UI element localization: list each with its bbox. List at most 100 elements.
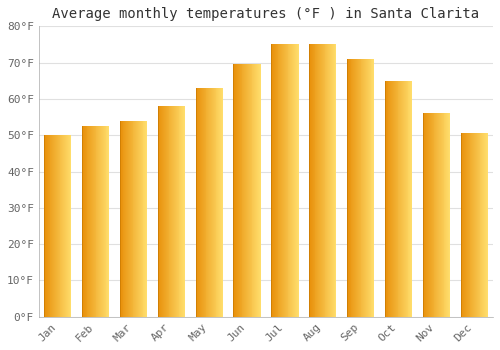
Bar bbox=[403, 81, 404, 317]
Bar bbox=[101, 126, 102, 317]
Bar bbox=[427, 113, 428, 317]
Bar bbox=[275, 44, 276, 317]
Bar bbox=[476, 133, 477, 317]
Bar bbox=[136, 121, 137, 317]
Bar bbox=[282, 44, 283, 317]
Bar bbox=[295, 44, 296, 317]
Bar bbox=[324, 44, 326, 317]
Bar bbox=[475, 133, 476, 317]
Bar bbox=[134, 121, 136, 317]
Bar bbox=[396, 81, 398, 317]
Bar bbox=[319, 44, 320, 317]
Bar bbox=[391, 81, 392, 317]
Bar bbox=[362, 59, 364, 317]
Bar bbox=[436, 113, 437, 317]
Bar bbox=[249, 64, 250, 317]
Bar bbox=[55, 135, 56, 317]
Bar bbox=[366, 59, 367, 317]
Bar bbox=[160, 106, 162, 317]
Bar bbox=[408, 81, 410, 317]
Bar bbox=[66, 135, 67, 317]
Bar bbox=[247, 64, 248, 317]
Bar bbox=[283, 44, 284, 317]
Bar bbox=[120, 121, 122, 317]
Bar bbox=[120, 121, 121, 317]
Bar bbox=[140, 121, 141, 317]
Bar bbox=[393, 81, 394, 317]
Bar bbox=[158, 106, 160, 317]
Bar bbox=[44, 135, 45, 317]
Bar bbox=[100, 126, 101, 317]
Bar bbox=[293, 44, 294, 317]
Bar bbox=[355, 59, 356, 317]
Bar bbox=[358, 59, 360, 317]
Bar bbox=[395, 81, 396, 317]
Bar bbox=[221, 88, 222, 317]
Bar bbox=[178, 106, 180, 317]
Bar bbox=[473, 133, 474, 317]
Bar bbox=[286, 44, 288, 317]
Bar bbox=[175, 106, 176, 317]
Bar bbox=[50, 135, 51, 317]
Bar bbox=[89, 126, 90, 317]
Bar bbox=[446, 113, 447, 317]
Bar bbox=[102, 126, 103, 317]
Bar bbox=[281, 44, 282, 317]
Bar bbox=[124, 121, 126, 317]
Bar bbox=[94, 126, 96, 317]
Bar bbox=[199, 88, 200, 317]
Bar bbox=[168, 106, 170, 317]
Bar bbox=[370, 59, 372, 317]
Bar bbox=[428, 113, 429, 317]
Bar bbox=[173, 106, 174, 317]
Bar bbox=[165, 106, 166, 317]
Bar bbox=[364, 59, 365, 317]
Bar bbox=[402, 81, 403, 317]
Bar bbox=[58, 135, 59, 317]
Bar bbox=[126, 121, 127, 317]
Bar bbox=[242, 64, 244, 317]
Bar bbox=[314, 44, 316, 317]
Bar bbox=[167, 106, 168, 317]
Bar bbox=[236, 64, 237, 317]
Bar bbox=[442, 113, 444, 317]
Bar bbox=[60, 135, 62, 317]
Bar bbox=[429, 113, 430, 317]
Bar bbox=[288, 44, 290, 317]
Bar bbox=[334, 44, 336, 317]
Bar bbox=[237, 64, 238, 317]
Bar bbox=[256, 64, 257, 317]
Bar bbox=[285, 44, 286, 317]
Bar bbox=[103, 126, 104, 317]
Bar bbox=[394, 81, 395, 317]
Bar bbox=[108, 126, 110, 317]
Bar bbox=[464, 133, 465, 317]
Bar bbox=[368, 59, 369, 317]
Bar bbox=[48, 135, 50, 317]
Bar bbox=[280, 44, 281, 317]
Bar bbox=[104, 126, 106, 317]
Bar bbox=[357, 59, 358, 317]
Bar bbox=[208, 88, 209, 317]
Bar bbox=[219, 88, 220, 317]
Title: Average monthly temperatures (°F ) in Santa Clarita: Average monthly temperatures (°F ) in Sa… bbox=[52, 7, 480, 21]
Bar bbox=[410, 81, 411, 317]
Bar bbox=[460, 133, 462, 317]
Bar bbox=[240, 64, 242, 317]
Bar bbox=[67, 135, 68, 317]
Bar bbox=[257, 64, 258, 317]
Bar bbox=[322, 44, 324, 317]
Bar bbox=[183, 106, 184, 317]
Bar bbox=[213, 88, 214, 317]
Bar bbox=[63, 135, 64, 317]
Bar bbox=[392, 81, 393, 317]
Bar bbox=[254, 64, 255, 317]
Bar bbox=[163, 106, 164, 317]
Bar bbox=[54, 135, 55, 317]
Bar bbox=[198, 88, 199, 317]
Bar bbox=[358, 59, 359, 317]
Bar bbox=[401, 81, 402, 317]
Bar bbox=[196, 88, 198, 317]
Bar bbox=[368, 59, 370, 317]
Bar bbox=[271, 44, 272, 317]
